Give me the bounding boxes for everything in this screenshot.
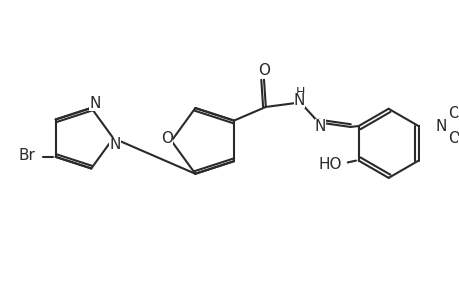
Text: N: N [435, 118, 446, 134]
Text: N: N [89, 96, 101, 111]
Text: ⊕: ⊕ [457, 106, 459, 116]
Text: O: O [161, 131, 173, 146]
Text: H: H [295, 86, 304, 99]
Text: O: O [257, 63, 269, 78]
Text: Br: Br [19, 148, 36, 164]
Text: O: O [447, 131, 459, 146]
Text: HO: HO [318, 157, 341, 172]
Text: O: O [447, 106, 459, 121]
Text: N: N [109, 137, 121, 152]
Text: N: N [293, 93, 304, 108]
Text: −: − [457, 136, 459, 146]
Text: N: N [314, 119, 325, 134]
